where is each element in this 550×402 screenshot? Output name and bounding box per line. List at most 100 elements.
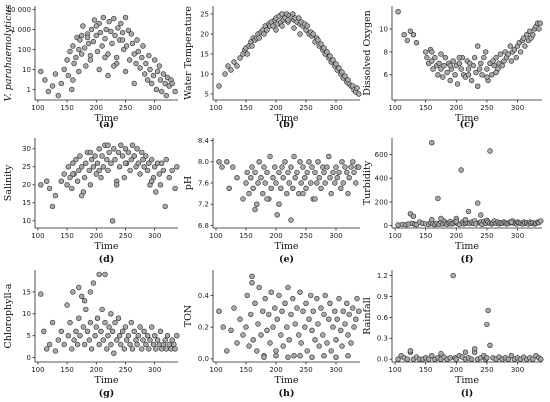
x-tick-label: 200 — [269, 232, 282, 240]
data-point — [426, 356, 432, 362]
data-point — [270, 324, 276, 330]
data-point — [292, 321, 298, 327]
x-tick-label: 100 — [31, 104, 44, 112]
y-tick-label: 15 — [22, 199, 31, 207]
data-point — [508, 219, 515, 225]
data-point — [274, 316, 280, 322]
data-point — [49, 319, 56, 326]
data-point — [157, 328, 164, 334]
y-tick-label: 25 — [200, 10, 209, 18]
data-point — [468, 77, 475, 84]
x-tick-label: 300 — [329, 366, 342, 374]
data-point — [523, 31, 530, 38]
data-point — [508, 353, 515, 359]
data-point — [152, 57, 158, 63]
data-point — [310, 31, 316, 37]
data-point — [505, 51, 511, 57]
data-point — [346, 175, 352, 181]
data-point — [429, 353, 435, 359]
data-point — [102, 319, 108, 326]
data-point — [410, 213, 417, 219]
data-point — [286, 180, 292, 186]
data-point — [321, 353, 327, 359]
data-point — [324, 49, 330, 55]
data-point — [169, 337, 175, 343]
data-point — [119, 153, 126, 159]
y-tick-label: 5 — [205, 90, 209, 98]
data-point — [304, 23, 310, 29]
x-tick-label: 200 — [269, 104, 282, 112]
data-point — [430, 66, 436, 72]
x-tick-label: 300 — [329, 232, 342, 240]
x-tick-label: 300 — [329, 104, 342, 112]
data-point — [272, 305, 278, 311]
data-point — [152, 164, 158, 170]
data-point — [310, 308, 316, 314]
data-point — [338, 327, 344, 333]
data-point — [300, 190, 306, 197]
data-point — [234, 63, 240, 69]
x-tick-label: 250 — [299, 366, 312, 374]
y-tick-label: 20 — [22, 181, 31, 189]
data-point — [309, 354, 315, 360]
data-point — [90, 280, 97, 286]
y-tick-label: 0.0 — [198, 355, 209, 363]
data-point — [328, 190, 334, 197]
data-point — [78, 164, 85, 170]
data-point — [470, 62, 477, 69]
data-point — [273, 180, 279, 186]
data-point — [81, 45, 88, 51]
data-point — [465, 208, 472, 215]
data-point — [162, 337, 168, 343]
data-point — [81, 174, 88, 181]
data-point — [129, 142, 136, 148]
data-point — [123, 337, 130, 343]
data-point — [121, 346, 128, 352]
data-point — [336, 169, 342, 176]
data-point — [38, 291, 44, 297]
data-point — [92, 333, 98, 339]
data-point — [93, 324, 100, 330]
data-point — [395, 8, 401, 15]
data-point — [70, 77, 76, 83]
y-tick-label: 15 — [22, 288, 31, 296]
data-point — [333, 164, 339, 170]
data-point — [105, 51, 111, 57]
panel-label: (h) — [279, 388, 295, 399]
data-point — [157, 77, 164, 83]
data-point — [315, 321, 321, 327]
data-point — [58, 328, 64, 334]
data-point — [324, 340, 330, 346]
data-point — [345, 190, 351, 197]
data-point — [69, 346, 75, 352]
data-point — [73, 156, 79, 163]
data-point — [282, 300, 288, 306]
data-point — [279, 164, 285, 170]
data-point — [508, 58, 515, 64]
data-point — [73, 54, 79, 61]
data-point — [115, 149, 122, 156]
data-point — [456, 60, 462, 66]
data-point — [475, 43, 481, 49]
data-point — [252, 206, 258, 213]
data-point — [404, 37, 410, 44]
data-point — [61, 171, 67, 177]
data-point — [468, 356, 475, 362]
x-tick-label: 200 — [450, 366, 463, 374]
data-point — [137, 171, 143, 177]
data-point — [166, 341, 172, 348]
data-point — [86, 337, 93, 343]
data-point — [256, 35, 262, 41]
data-point — [324, 164, 330, 170]
data-point — [298, 340, 304, 346]
x-tick-label: 100 — [388, 232, 401, 240]
data-point — [537, 20, 543, 26]
data-point — [298, 180, 304, 186]
data-point — [260, 190, 266, 197]
data-point — [334, 175, 340, 181]
x-axis-label: Time — [94, 241, 118, 252]
data-point — [87, 52, 94, 59]
data-point — [100, 337, 107, 343]
data-point — [442, 54, 448, 61]
data-point — [456, 54, 462, 61]
